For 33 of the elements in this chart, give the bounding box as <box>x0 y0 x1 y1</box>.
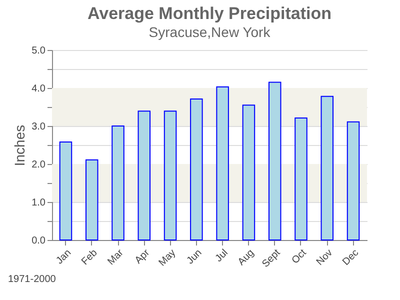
chart-title: Average Monthly Precipitation <box>87 4 332 23</box>
y-tick-label: 0.0 <box>32 236 46 246</box>
bar <box>138 110 151 240</box>
bar <box>59 141 72 240</box>
y-tick-label: 2.0 <box>32 160 46 170</box>
x-tick-label: Dec <box>340 248 362 268</box>
chart-subtitle: Syracuse,New York <box>148 24 272 40</box>
y-tick-label: 1.0 <box>32 198 46 208</box>
bar <box>346 121 360 240</box>
x-tick-label: Aug <box>236 248 256 268</box>
bar <box>294 118 308 240</box>
x-tick-label: Nov <box>314 248 335 268</box>
bar <box>242 104 256 240</box>
bar <box>268 82 282 240</box>
bar <box>164 110 177 240</box>
y-tick-label: 4.0 <box>32 84 46 94</box>
x-tick-label: Jun <box>185 248 204 267</box>
y-tick-label: 5.0 <box>32 46 46 56</box>
x-tick-label: Oct <box>290 247 309 266</box>
bar <box>112 126 124 240</box>
x-tick-label: Mar <box>106 247 126 268</box>
bar <box>216 86 229 240</box>
x-tick-label: Jul <box>214 248 230 264</box>
x-tick-label: May <box>156 248 178 269</box>
bar <box>320 96 334 240</box>
text: 1971-2000 <box>8 274 56 285</box>
x-tick-label: Feb <box>80 247 100 268</box>
x-tick-label: Jan <box>54 248 74 267</box>
y-axis-title: Inches <box>12 124 28 166</box>
bar <box>85 159 98 240</box>
y-tick-label: 3.0 <box>32 122 46 132</box>
bar <box>190 98 203 240</box>
x-tick-label: Apr <box>133 247 152 266</box>
